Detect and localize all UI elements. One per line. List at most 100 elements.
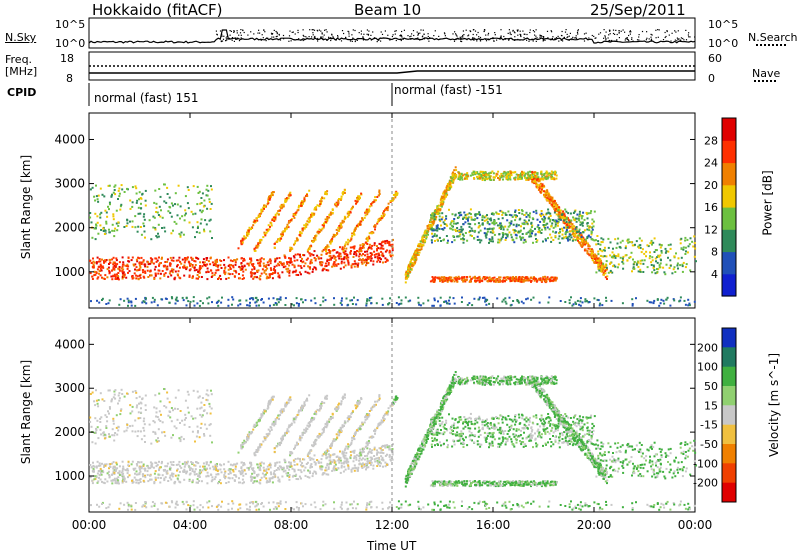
velocity-cell bbox=[339, 450, 341, 453]
power-cell bbox=[392, 198, 395, 201]
nsearch-point bbox=[508, 29, 510, 31]
nsearch-point bbox=[331, 33, 333, 35]
velocity-cell bbox=[278, 442, 280, 445]
velocity-cell bbox=[206, 399, 209, 402]
power-cell bbox=[525, 298, 528, 301]
power-cell bbox=[167, 275, 170, 278]
power-cell bbox=[365, 258, 368, 261]
velocity-cell bbox=[165, 470, 168, 473]
nsearch-point bbox=[626, 38, 628, 40]
power-cell bbox=[364, 210, 367, 213]
velocity-cell bbox=[201, 414, 204, 417]
power-cell bbox=[314, 206, 317, 209]
velocity-cell bbox=[110, 473, 113, 476]
nsearch-point bbox=[360, 30, 362, 32]
power-cell bbox=[310, 253, 313, 256]
power-cell bbox=[198, 190, 201, 193]
power-cell bbox=[308, 252, 311, 255]
velocity-cell bbox=[235, 475, 238, 478]
nsearch-point bbox=[303, 35, 305, 37]
power-cell bbox=[355, 254, 358, 257]
velocity-cell bbox=[200, 480, 203, 483]
power-cell bbox=[143, 230, 146, 233]
power-cell bbox=[196, 227, 199, 229]
power-cell bbox=[183, 264, 186, 267]
velocity-cell bbox=[351, 467, 354, 470]
velocity-cell bbox=[287, 401, 290, 404]
velocity-cell bbox=[277, 418, 280, 421]
velocity-cell bbox=[418, 455, 421, 458]
velocity-cell bbox=[165, 406, 168, 409]
velocity-cell bbox=[164, 501, 167, 504]
velocity-cell bbox=[397, 500, 400, 503]
power-cell bbox=[294, 253, 297, 256]
power-cell bbox=[115, 264, 118, 267]
nsearch-point bbox=[529, 29, 531, 31]
velocity-cell bbox=[284, 433, 287, 435]
power-cell bbox=[178, 256, 181, 259]
velocity-cell bbox=[239, 503, 242, 506]
velocity-cell bbox=[180, 466, 183, 469]
power-cell bbox=[365, 260, 368, 263]
velocity-cell bbox=[350, 468, 353, 471]
power-cell bbox=[345, 257, 348, 260]
velocity-cell bbox=[340, 403, 342, 406]
velocity-cell bbox=[152, 420, 155, 422]
power-cell bbox=[154, 265, 157, 268]
velocity-cell bbox=[254, 505, 257, 508]
velocity-cell bbox=[183, 423, 186, 426]
velocity-cell bbox=[197, 475, 200, 478]
velocity-cell bbox=[392, 443, 394, 446]
velocity-cell bbox=[94, 404, 97, 407]
nsearch-point bbox=[229, 34, 231, 36]
power-cell bbox=[662, 299, 665, 302]
velocity-cell bbox=[183, 468, 186, 471]
power-cell bbox=[288, 271, 291, 274]
velocity-cell bbox=[167, 480, 170, 482]
velocity-cell bbox=[251, 469, 254, 472]
power-cell bbox=[100, 269, 103, 272]
power-cell bbox=[448, 302, 451, 305]
velocity-cell bbox=[89, 464, 92, 466]
power-cell bbox=[218, 276, 220, 279]
velocity-cell bbox=[123, 478, 126, 481]
nsearch-point bbox=[494, 32, 496, 34]
power-cell bbox=[340, 195, 343, 198]
power-cell bbox=[108, 228, 110, 231]
velocity-cell bbox=[223, 475, 226, 478]
power-cell bbox=[370, 255, 372, 258]
velocity-cell bbox=[123, 395, 126, 398]
nsearch-point bbox=[313, 29, 316, 31]
power-cell bbox=[271, 219, 274, 222]
power-cell bbox=[234, 270, 237, 273]
power-cell bbox=[135, 201, 138, 204]
power-cell bbox=[149, 274, 152, 277]
power-cell bbox=[113, 185, 116, 188]
power-cell bbox=[468, 302, 471, 305]
velocity-cell bbox=[276, 502, 279, 505]
velocity-cell bbox=[114, 479, 117, 482]
velocity-cell bbox=[156, 463, 159, 466]
power-cell bbox=[140, 207, 143, 210]
velocity-cell bbox=[345, 445, 348, 448]
velocity-cell bbox=[326, 394, 329, 397]
velocity-cell bbox=[205, 393, 208, 396]
velocity-cell bbox=[329, 462, 332, 465]
nsearch-point bbox=[657, 29, 659, 31]
power-cell bbox=[388, 251, 391, 254]
power-cell bbox=[135, 277, 138, 280]
power-cell bbox=[263, 205, 266, 208]
power-cell bbox=[327, 262, 330, 264]
power-cell bbox=[114, 278, 117, 280]
velocity-cell bbox=[673, 503, 676, 506]
velocity-cell bbox=[158, 469, 160, 472]
velocity-cell bbox=[267, 468, 270, 471]
nsearch-point bbox=[427, 33, 429, 35]
power-cell bbox=[267, 229, 270, 232]
power-cell bbox=[289, 194, 292, 197]
velocity-cell bbox=[274, 421, 277, 423]
nsearch-point bbox=[655, 37, 657, 39]
velocity-cell bbox=[163, 405, 166, 407]
velocity-cell bbox=[439, 413, 442, 416]
power-cell bbox=[153, 268, 156, 271]
